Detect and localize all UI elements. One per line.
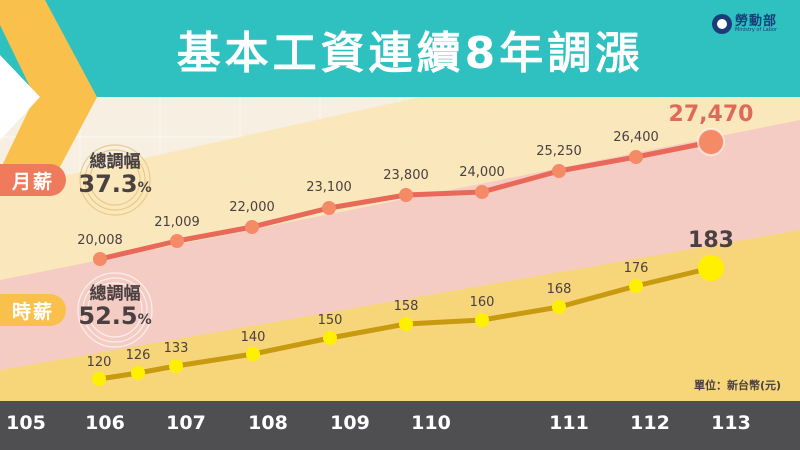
x-axis-bar <box>0 401 800 450</box>
monthly-value-label: 23,100 <box>306 180 352 195</box>
monthly-total-label: 總調幅 <box>89 152 141 172</box>
x-tick: 108 <box>248 412 288 434</box>
hourly-value-label: 168 <box>546 282 572 297</box>
logo-english-name: Ministry of Labor <box>735 27 777 33</box>
hourly-value-label: 126 <box>125 348 151 363</box>
monthly-total-value: 37.3 <box>78 169 138 198</box>
hourly-total-value: 52.5 <box>78 301 138 330</box>
hourly-value-label: 120 <box>86 355 112 370</box>
page-title: 基本工資連續8年調漲 <box>176 27 644 79</box>
x-tick: 113 <box>711 412 751 434</box>
hourly-value-label: 158 <box>393 299 419 314</box>
hourly-total-label: 總調幅 <box>89 284 141 304</box>
ministry-logo: 勞動部 Ministry of Labor <box>712 14 777 34</box>
hourly-total-unit: % <box>137 311 152 328</box>
hourly-value-label: 133 <box>163 341 189 356</box>
x-tick: 112 <box>630 412 670 434</box>
monthly-value-label: 26,400 <box>613 130 659 145</box>
hourly-total-change: 總調幅 52.5% <box>70 284 160 330</box>
ministry-logo-icon <box>712 14 732 34</box>
x-tick: 107 <box>166 412 206 434</box>
monthly-value-label: 25,250 <box>536 144 582 159</box>
x-tick: 106 <box>85 412 125 434</box>
monthly-total-change: 總調幅 37.3% <box>70 152 160 198</box>
logo-chinese-name: 勞動部 <box>735 14 778 29</box>
x-tick: 109 <box>330 412 370 434</box>
unit-note: 單位：新台幣(元) <box>694 379 782 392</box>
x-tick: 110 <box>411 412 451 434</box>
x-tick: 105 <box>6 412 46 434</box>
monthly-latest-value-label: 27,470 <box>668 102 754 127</box>
monthly-value-label: 20,008 <box>77 233 123 248</box>
chevron-decor <box>0 0 97 195</box>
header-bar <box>0 0 800 97</box>
hourly-wage-badge: 時薪 <box>0 294 66 326</box>
hourly-value-label: 140 <box>240 330 266 345</box>
x-tick: 111 <box>549 412 589 434</box>
monthly-wage-badge: 月薪 <box>0 164 66 196</box>
hourly-value-label: 176 <box>623 261 649 276</box>
hourly-latest-value-label: 183 <box>688 228 734 253</box>
monthly-value-label: 22,000 <box>229 200 275 215</box>
hourly-value-label: 160 <box>469 295 495 310</box>
monthly-value-label: 24,000 <box>459 165 505 180</box>
monthly-value-label: 23,800 <box>383 168 429 183</box>
monthly-total-unit: % <box>137 179 152 196</box>
hourly-value-label: 150 <box>317 313 343 328</box>
monthly-value-label: 21,009 <box>154 215 200 230</box>
